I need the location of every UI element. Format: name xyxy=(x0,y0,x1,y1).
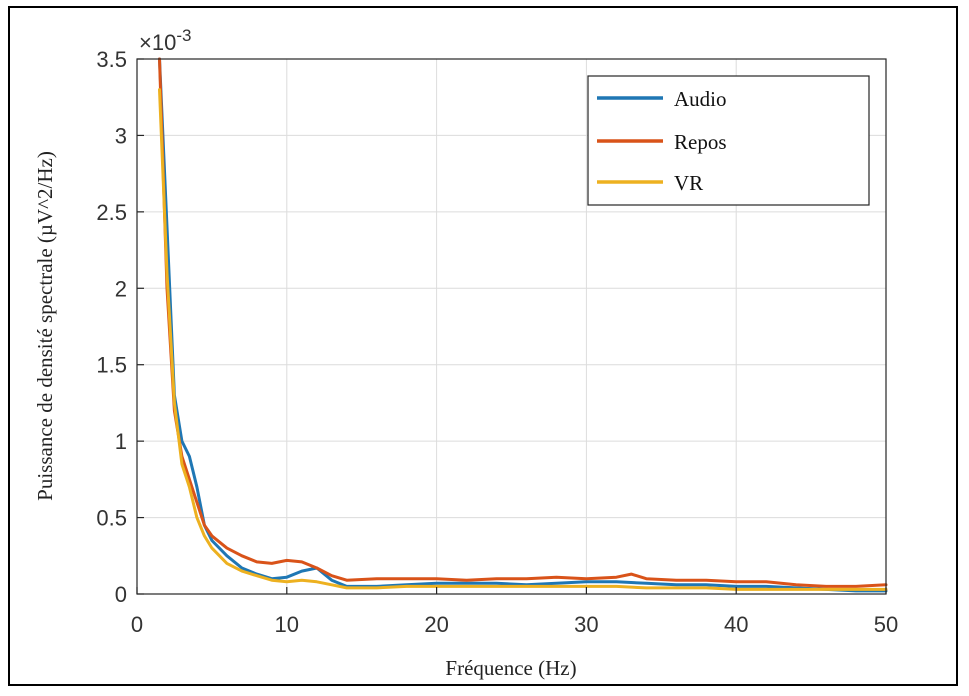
y-tick-label: 0.5 xyxy=(96,506,127,531)
y-exponent-power: -3 xyxy=(176,26,191,45)
y-axis-title: Puissance de densité spectrale (µV^2/Hz) xyxy=(33,151,57,501)
x-tick-label: 20 xyxy=(424,612,448,637)
y-tick-label: 0 xyxy=(115,582,127,607)
axis-ticks xyxy=(136,58,887,595)
legend: Audio Repos VR xyxy=(587,75,870,206)
y-tick-label: 3 xyxy=(115,123,127,148)
legend-label-repos: Repos xyxy=(674,130,727,154)
x-tick-label: 30 xyxy=(574,612,598,637)
y-exponent-label: ×10-3 xyxy=(139,26,191,55)
x-tick-labels: 0 10 20 30 40 50 xyxy=(131,612,898,637)
series-line-repos xyxy=(158,57,888,588)
grid-lines xyxy=(137,59,886,594)
x-tick-label: 50 xyxy=(874,612,898,637)
y-tick-labels: 0 0.5 1 1.5 2 2.5 3 3.5 xyxy=(96,47,127,607)
series-line-vr xyxy=(158,88,888,591)
x-axis-title: Fréquence (Hz) xyxy=(445,656,576,680)
y-tick-label: 2.5 xyxy=(96,200,127,225)
plot-area-border xyxy=(136,58,887,595)
y-tick-label: 1.5 xyxy=(96,353,127,378)
legend-label-audio: Audio xyxy=(674,87,727,111)
x-tick-label: 10 xyxy=(275,612,299,637)
y-exponent-base: ×10 xyxy=(139,30,176,55)
y-tick-label: 1 xyxy=(115,429,127,454)
series-lines xyxy=(158,57,888,593)
y-tick-label: 2 xyxy=(115,276,127,301)
x-tick-label: 0 xyxy=(131,612,143,637)
y-tick-label: 3.5 xyxy=(96,47,127,72)
x-tick-label: 40 xyxy=(724,612,748,637)
legend-label-vr: VR xyxy=(674,171,703,195)
